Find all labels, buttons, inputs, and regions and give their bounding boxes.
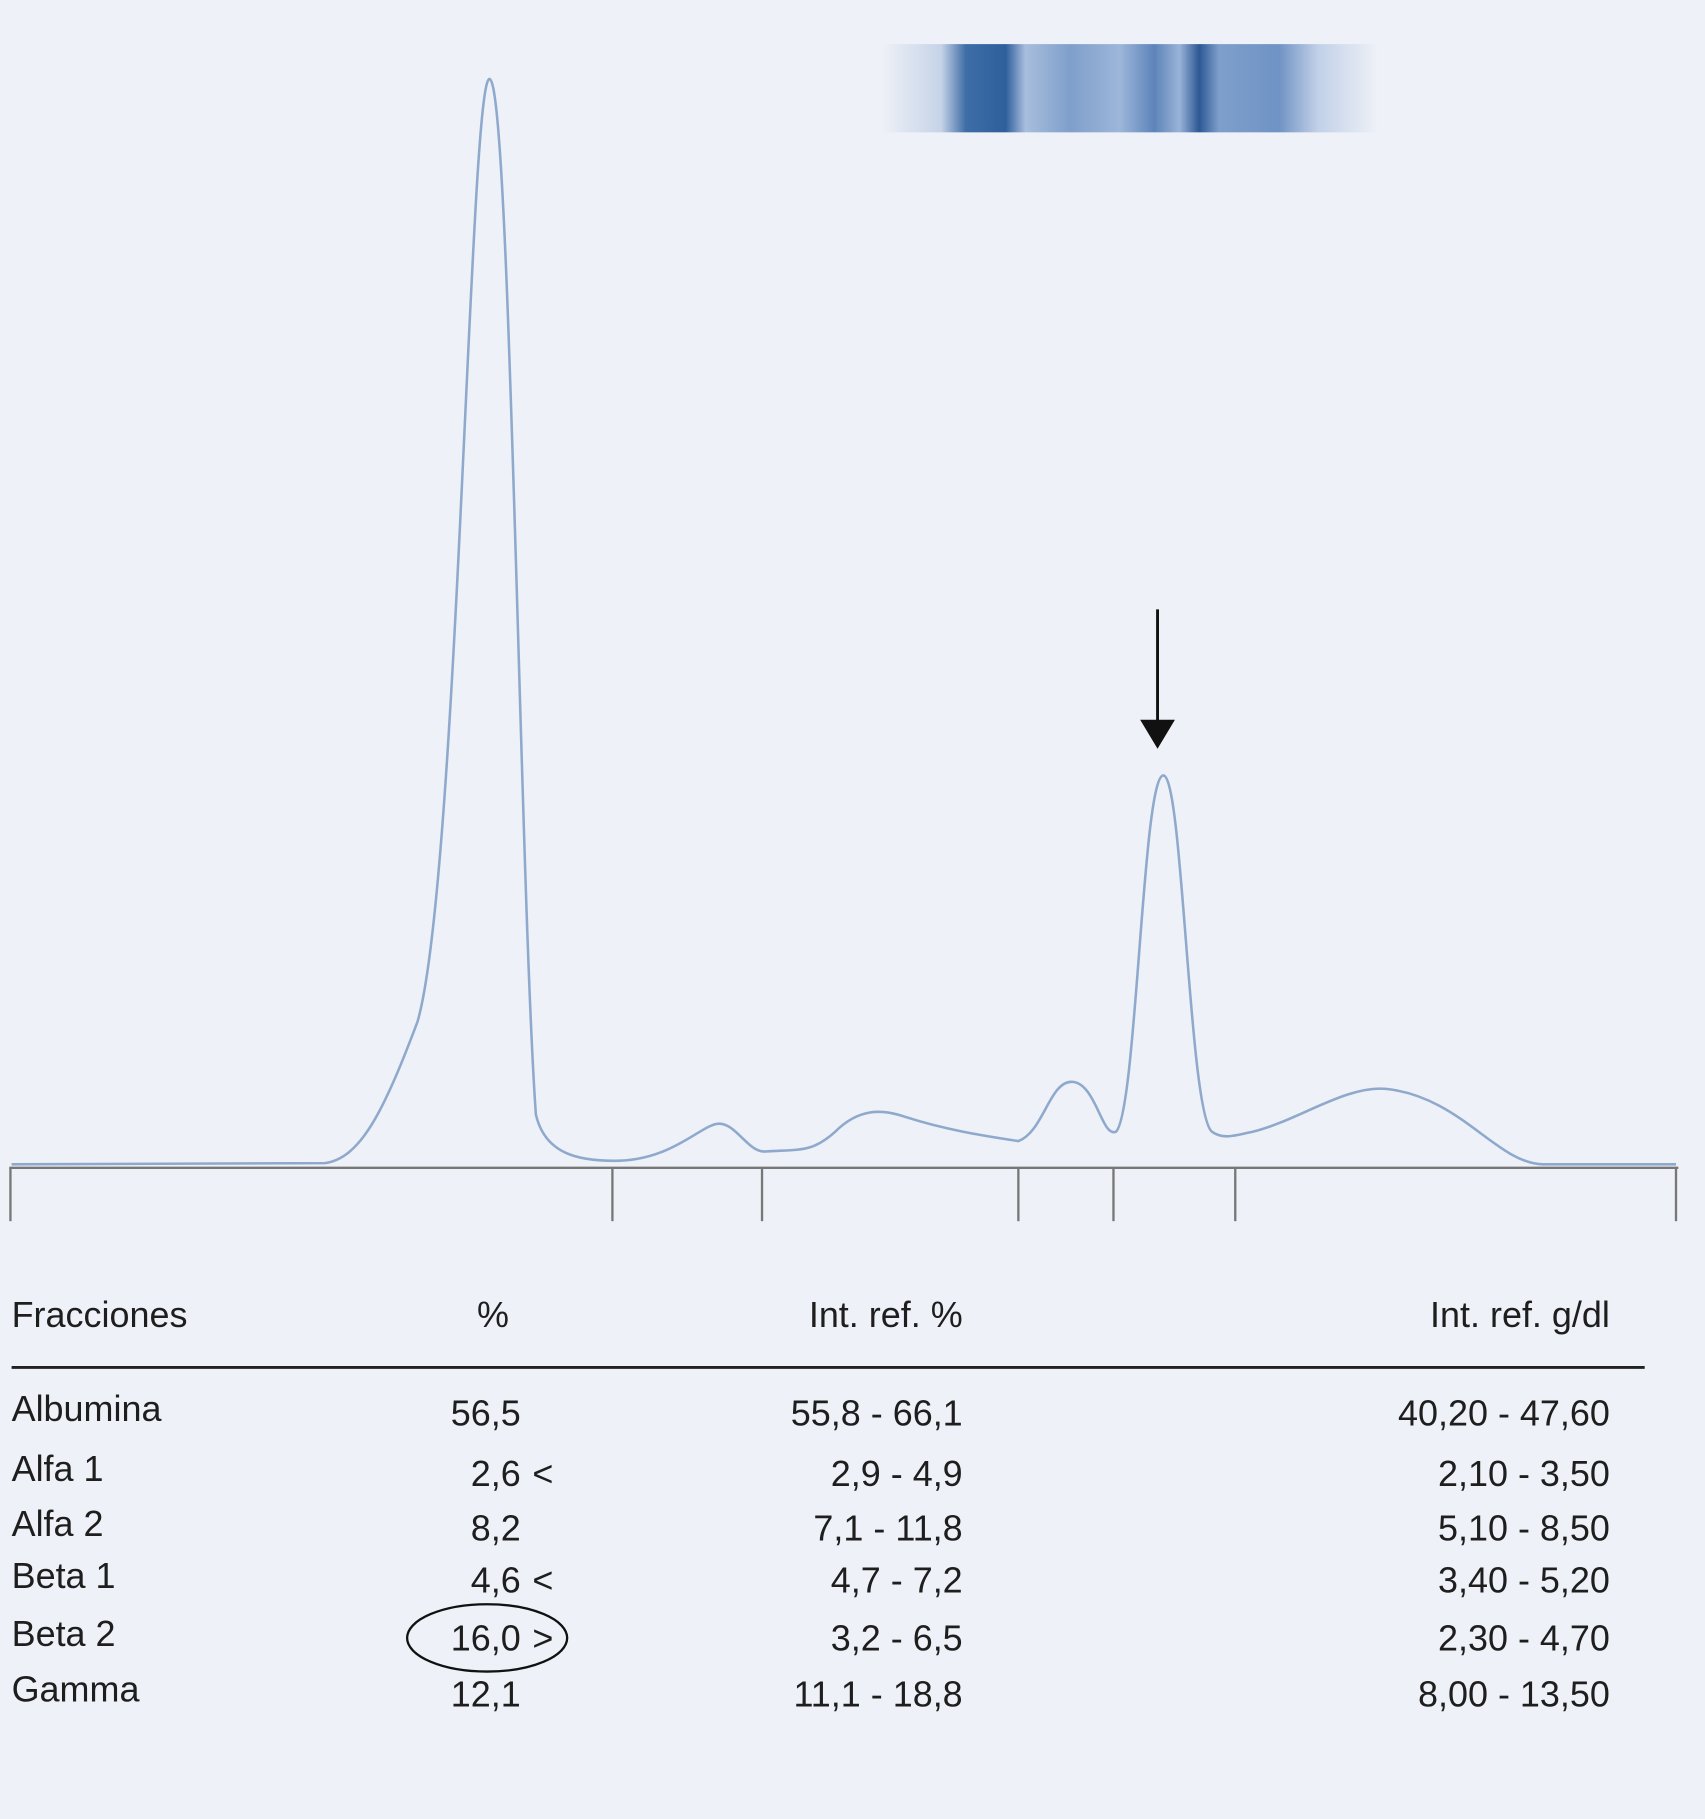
reference-gdl: 5,10 - 8,50 bbox=[1438, 1507, 1610, 1548]
column-header: Fracciones bbox=[12, 1294, 188, 1335]
column-header: Int. ref. % bbox=[809, 1294, 963, 1335]
arrow-head bbox=[1140, 719, 1175, 749]
gel-strip bbox=[881, 44, 1378, 133]
reference-gdl: 8,00 - 13,50 bbox=[1418, 1673, 1610, 1714]
column-header: % bbox=[477, 1294, 509, 1335]
flag: < bbox=[532, 1453, 553, 1494]
fraction-name: Alfa 1 bbox=[12, 1448, 104, 1489]
fraction-name: Albumina bbox=[12, 1388, 162, 1429]
percent-value: 16,0 bbox=[451, 1618, 521, 1659]
highlight-circle bbox=[405, 1603, 569, 1673]
reference-percent: 4,7 - 7,2 bbox=[831, 1560, 963, 1601]
reference-percent: 55,8 - 66,1 bbox=[791, 1392, 963, 1433]
baseline-axis bbox=[9, 1166, 1679, 1222]
percent-value: 2,6 bbox=[471, 1453, 521, 1494]
reference-percent: 3,2 - 6,5 bbox=[831, 1618, 963, 1659]
reference-gdl: 3,40 - 5,20 bbox=[1438, 1560, 1610, 1601]
densitometry-curve bbox=[11, 77, 1677, 1166]
reference-percent: 11,1 - 18,8 bbox=[793, 1673, 962, 1714]
percent-value: 12,1 bbox=[451, 1673, 521, 1714]
fraction-name: Beta 2 bbox=[12, 1613, 116, 1654]
reference-gdl: 2,30 - 4,70 bbox=[1438, 1618, 1610, 1659]
percent-value: 8,2 bbox=[471, 1507, 521, 1548]
arrow bbox=[1140, 609, 1175, 749]
fraction-name: Beta 1 bbox=[12, 1555, 116, 1596]
fraction-name: Alfa 2 bbox=[12, 1503, 104, 1544]
fraction-name: Gamma bbox=[12, 1669, 140, 1710]
reference-gdl: 40,20 - 47,60 bbox=[1398, 1392, 1610, 1433]
reference-percent: 7,1 - 11,8 bbox=[813, 1507, 962, 1548]
column-header: Int. ref. g/dl bbox=[1430, 1294, 1610, 1335]
percent-value: 56,5 bbox=[451, 1392, 521, 1433]
percent-value: 4,6 bbox=[471, 1560, 521, 1601]
flag: < bbox=[532, 1560, 553, 1601]
flag: > bbox=[532, 1618, 553, 1659]
reference-percent: 2,9 - 4,9 bbox=[831, 1453, 963, 1494]
reference-gdl: 2,10 - 3,50 bbox=[1438, 1453, 1610, 1494]
